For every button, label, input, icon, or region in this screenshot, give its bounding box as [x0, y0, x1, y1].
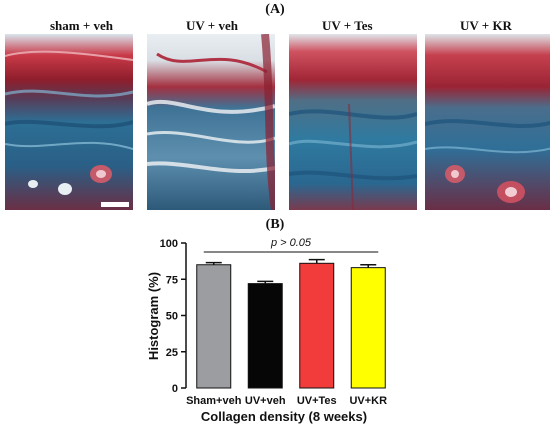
micrograph-label-uv-kr: UV + KR	[460, 18, 512, 33]
significance-annotation: p > 0.05	[270, 237, 312, 249]
bar-uv-kr	[350, 267, 386, 389]
micrograph-label-uv-veh: UV + veh	[186, 18, 238, 33]
bar-sham-veh	[196, 264, 232, 389]
micrograph-uv-veh	[147, 34, 275, 210]
x-tick-label: UV+KR	[349, 395, 387, 407]
y-tick-label: 25	[166, 347, 178, 359]
scale-bar	[101, 202, 129, 207]
y-tick-label: 75	[166, 274, 178, 286]
x-axis-label: Collagen density (8 weeks)	[201, 409, 367, 424]
x-tick-label: UV+Tes	[297, 395, 337, 407]
x-tick-label: Sham+veh	[186, 395, 242, 407]
panel-a-label: (A)	[265, 2, 285, 17]
y-tick-label: 100	[160, 238, 178, 250]
micrograph-label-uv-tes: UV + Tes	[322, 18, 373, 33]
x-tick-label: UV+veh	[245, 395, 286, 407]
y-axis-label: Histogram (%)	[146, 272, 161, 360]
micrograph-label-sham-veh: sham + veh	[50, 18, 114, 33]
bar-uv-veh	[247, 283, 283, 389]
micrograph-uv-tes	[289, 34, 417, 210]
bar-uv-tes	[299, 262, 335, 389]
panel-b-label: (B)	[265, 217, 285, 232]
y-tick-label: 0	[172, 383, 178, 395]
micrograph-sham-veh	[5, 34, 133, 210]
micrograph-uv-kr	[425, 34, 550, 210]
y-tick-label: 50	[166, 311, 178, 323]
